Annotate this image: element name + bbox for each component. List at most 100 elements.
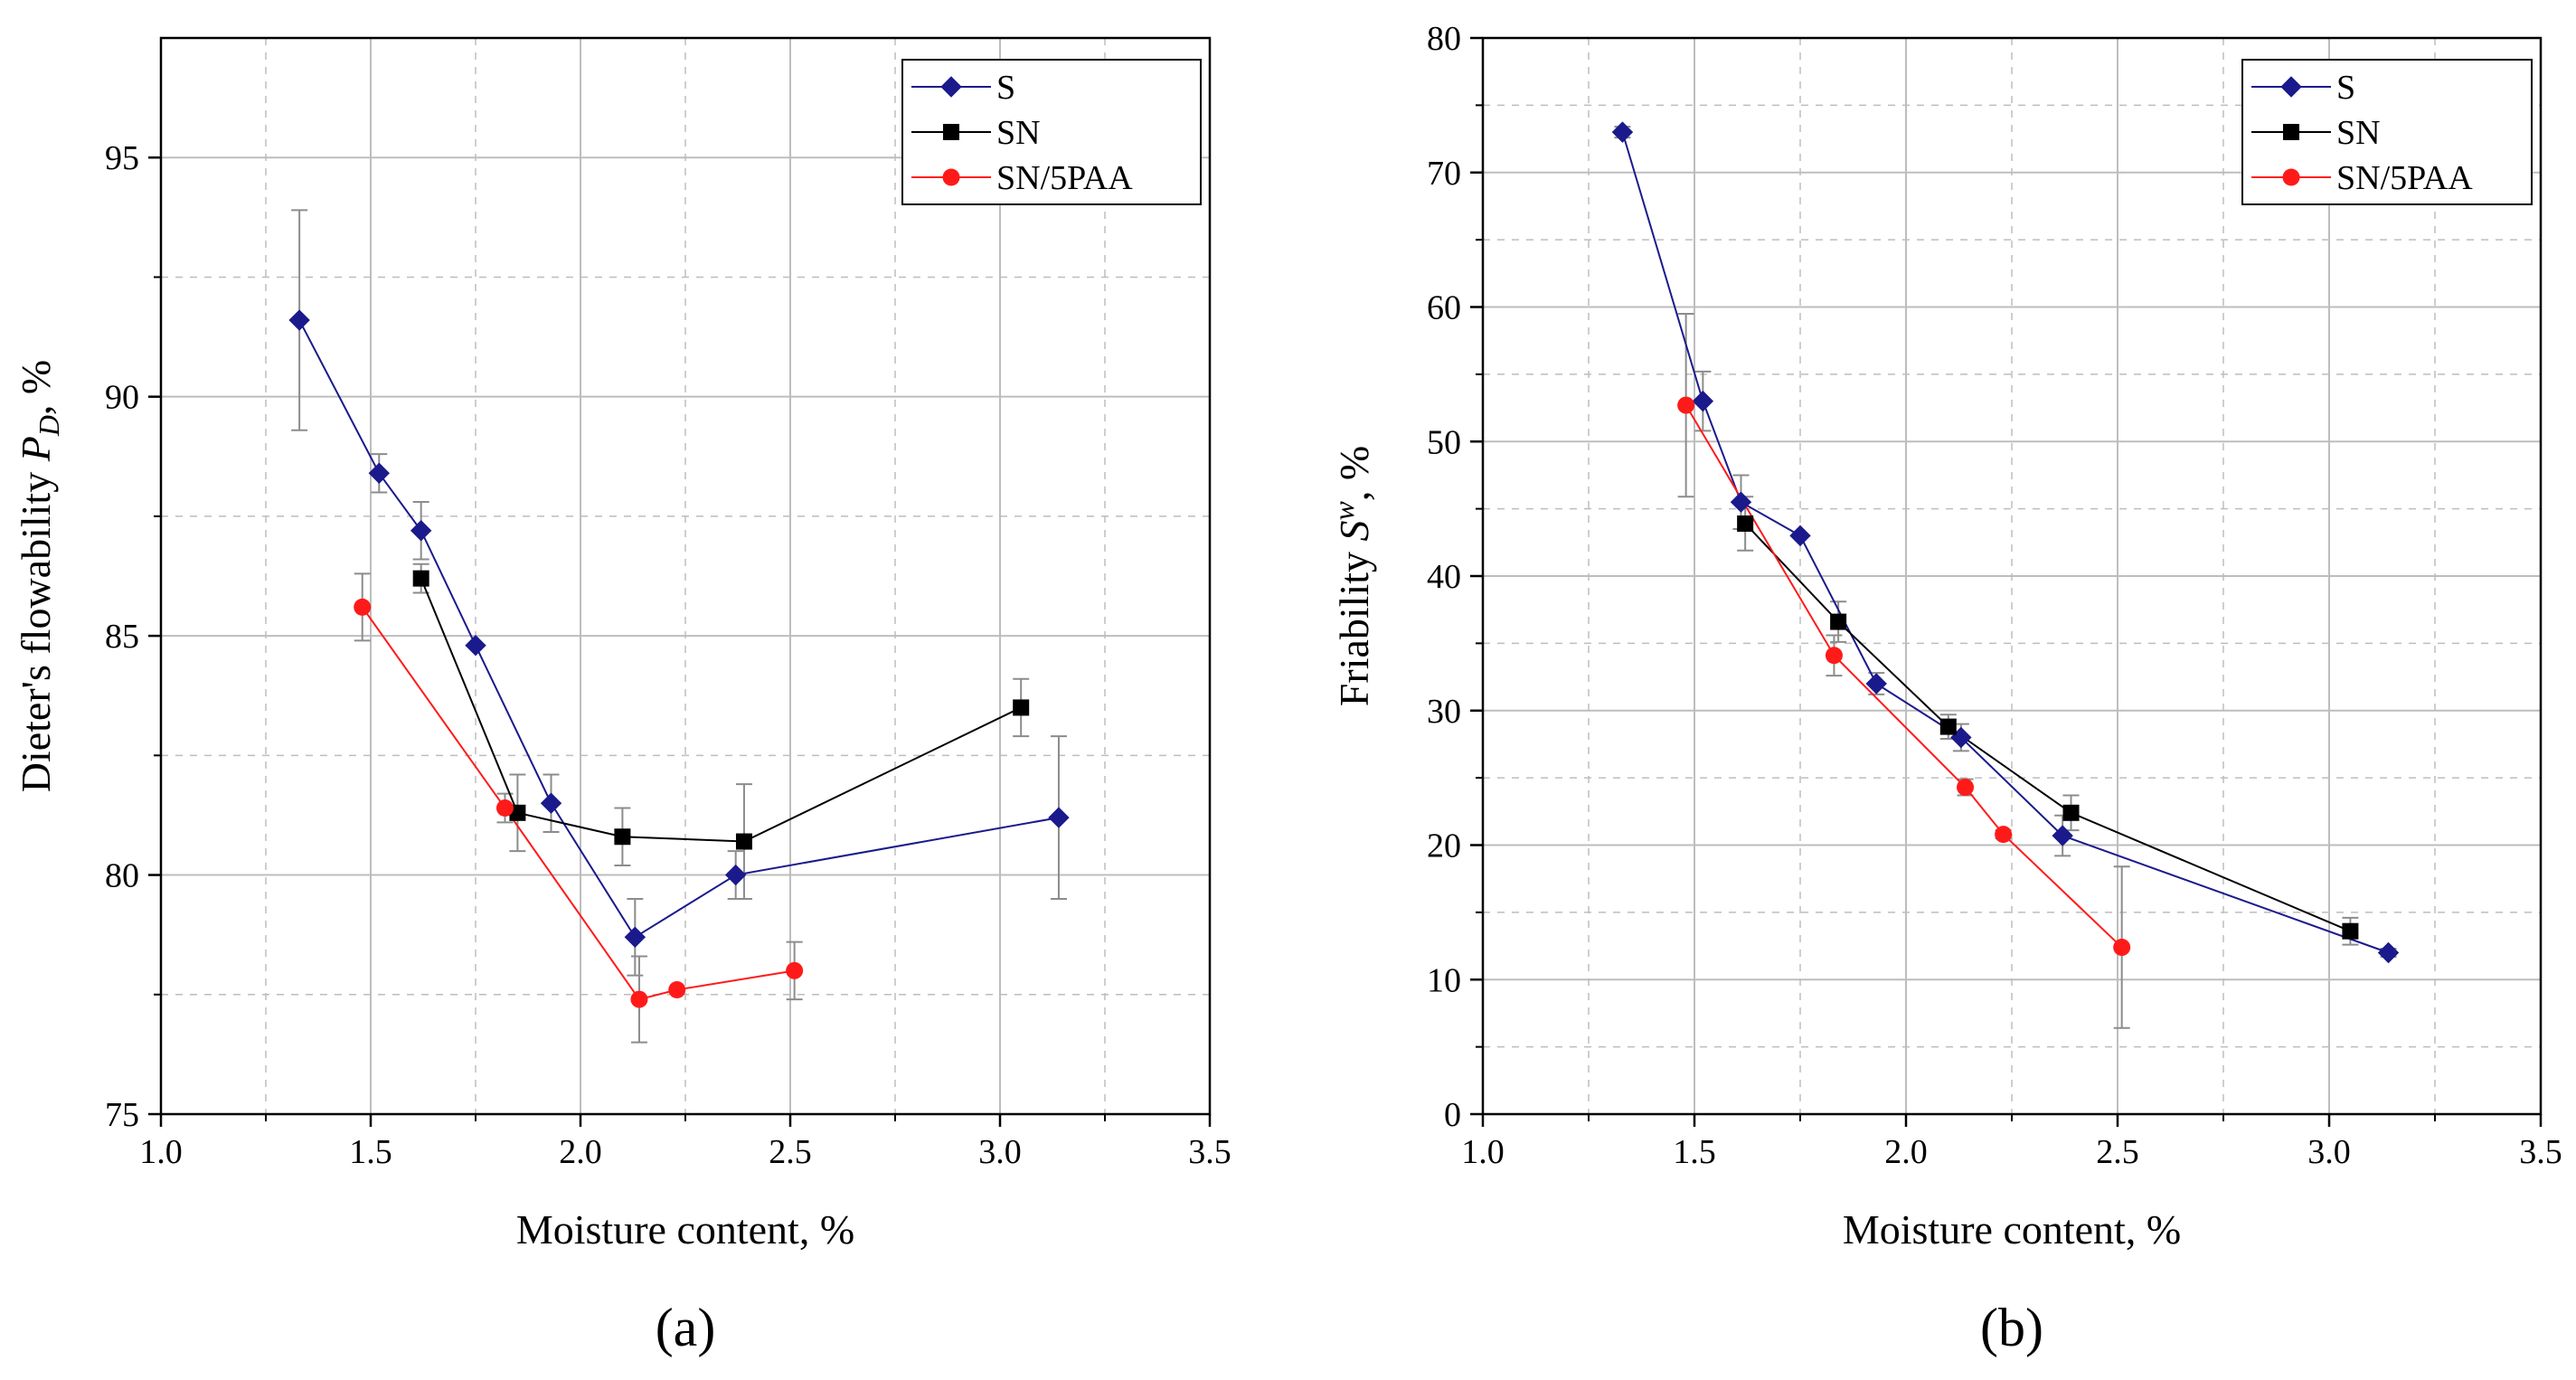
y-axis-label-b: Friability Sw, % xyxy=(1327,446,1377,706)
y-tick-label: 85 xyxy=(105,618,139,656)
series-line-s xyxy=(1621,131,2389,954)
markers-a xyxy=(288,309,1070,1008)
data-point-sn xyxy=(735,833,752,850)
y-tick-label: 10 xyxy=(1427,961,1461,999)
x-tick-label: 2.0 xyxy=(559,1133,602,1171)
data-point-s xyxy=(465,634,486,657)
y-tick-label: 30 xyxy=(1427,693,1461,731)
legend-label: S xyxy=(2336,69,2355,107)
legend-marker xyxy=(942,168,960,186)
y-axis-label-subscript: D xyxy=(33,415,65,437)
y-axis-label-text: Friability xyxy=(1331,541,1377,706)
y-tick-label: 0 xyxy=(1444,1096,1461,1134)
x-tick-label: 3.5 xyxy=(1188,1133,1231,1171)
series-line-sn xyxy=(1744,523,2351,932)
x-tick-label: 1.5 xyxy=(349,1133,392,1171)
data-point-sn-5paa xyxy=(495,799,514,818)
y-axis-label-superscript: w xyxy=(1327,500,1360,520)
data-point-s xyxy=(1865,673,1887,695)
y-axis-label-unit: , % xyxy=(13,360,59,415)
axis-ticks-b: 1.0 1.5 2.0 2.5 3.0 3.5 0 10 20 30 40 50 60 70 80 xyxy=(1427,20,2562,1171)
series-lines-a xyxy=(298,319,1060,1001)
markers-b xyxy=(1611,121,2400,964)
data-point-sn xyxy=(2062,804,2080,821)
legend-label: S xyxy=(996,69,1015,107)
legend-label: SN xyxy=(2336,114,2381,152)
y-tick-label: 20 xyxy=(1427,827,1461,865)
error-bars-a xyxy=(291,209,1067,1044)
legend-label: SN/5PAA xyxy=(2336,159,2473,197)
grid-a xyxy=(161,38,1210,1114)
legend-marker xyxy=(2280,76,2302,98)
axis-ticks-a: 1.0 1.5 2.0 2.5 3.0 3.5 75 80 85 90 95 xyxy=(105,139,1231,1171)
y-tick-label: 75 xyxy=(105,1096,139,1134)
data-point-sn xyxy=(1013,699,1030,716)
panel-label-a: (a) xyxy=(656,1298,716,1357)
data-point-s xyxy=(724,864,747,886)
y-tick-label: 80 xyxy=(105,857,139,895)
series-line-s xyxy=(298,319,1060,939)
y-axis-label-a: Dieter's flowability PD, % xyxy=(13,360,65,793)
data-point-s xyxy=(624,926,646,949)
legend-label: SN/5PAA xyxy=(996,159,1133,197)
data-point-s xyxy=(2377,941,2400,964)
y-tick-label: 60 xyxy=(1427,289,1461,327)
data-point-sn-5paa xyxy=(786,961,804,979)
legend-marker xyxy=(2283,124,2299,140)
data-point-s xyxy=(1611,121,1634,143)
panel-label-b: (b) xyxy=(1980,1298,2043,1357)
series-line-sn-5paa xyxy=(361,606,795,1001)
data-point-s xyxy=(2052,825,2073,846)
x-tick-label: 2.0 xyxy=(1884,1133,1928,1171)
y-tick-label: 95 xyxy=(105,139,139,177)
data-point-sn-5paa xyxy=(354,598,372,616)
data-point-sn xyxy=(614,828,631,846)
data-point-s xyxy=(1692,390,1714,412)
y-axis-label-text: Dieter's flowability xyxy=(13,461,59,792)
data-point-sn xyxy=(2342,922,2359,940)
data-point-sn-5paa xyxy=(1995,826,2013,844)
data-point-sn-5paa xyxy=(2113,939,2131,957)
data-point-s xyxy=(288,309,310,331)
data-point-sn xyxy=(1939,718,1957,735)
x-tick-label: 3.0 xyxy=(978,1133,1022,1171)
legend-marker xyxy=(940,76,962,98)
series-line-sn-5paa xyxy=(1684,404,2123,949)
legend-a: S SN SN/5PAA xyxy=(901,59,1202,205)
y-axis-label-symbol: P xyxy=(13,436,59,462)
data-point-sn xyxy=(412,570,429,587)
error-bars-b xyxy=(1614,126,2397,1029)
y-axis-label-symbol: S xyxy=(1331,520,1377,541)
x-tick-label: 3.5 xyxy=(2519,1133,2562,1171)
x-axis-label-b: Moisture content, % xyxy=(1843,1206,2181,1252)
x-tick-label: 1.0 xyxy=(139,1133,183,1171)
y-tick-label: 50 xyxy=(1427,423,1461,461)
grid-b xyxy=(1483,38,2541,1114)
legend-marker xyxy=(2282,168,2300,186)
y-tick-label: 80 xyxy=(1427,20,1461,58)
data-point-sn xyxy=(1830,613,1847,630)
legend-b: S SN SN/5PAA xyxy=(2241,59,2533,205)
data-point-s xyxy=(1789,525,1811,547)
data-point-sn-5paa xyxy=(1677,396,1695,414)
data-point-s xyxy=(1730,491,1752,513)
data-point-s xyxy=(368,462,390,484)
data-point-s xyxy=(410,520,432,542)
data-point-s xyxy=(1048,807,1070,828)
x-tick-label: 2.5 xyxy=(2096,1133,2139,1171)
y-tick-label: 70 xyxy=(1427,155,1461,193)
y-axis-label-unit: , % xyxy=(1331,446,1377,501)
x-axis-label-a: Moisture content, % xyxy=(516,1206,854,1252)
data-point-sn-5paa xyxy=(1825,647,1843,665)
data-point-sn xyxy=(1737,515,1754,532)
data-point-s xyxy=(540,792,562,814)
legend-label: SN xyxy=(996,114,1041,152)
x-tick-label: 1.5 xyxy=(1673,1133,1716,1171)
y-tick-label: 40 xyxy=(1427,558,1461,596)
y-tick-label: 90 xyxy=(105,379,139,417)
legend-marker xyxy=(943,124,959,140)
data-point-sn-5paa xyxy=(630,990,648,1008)
